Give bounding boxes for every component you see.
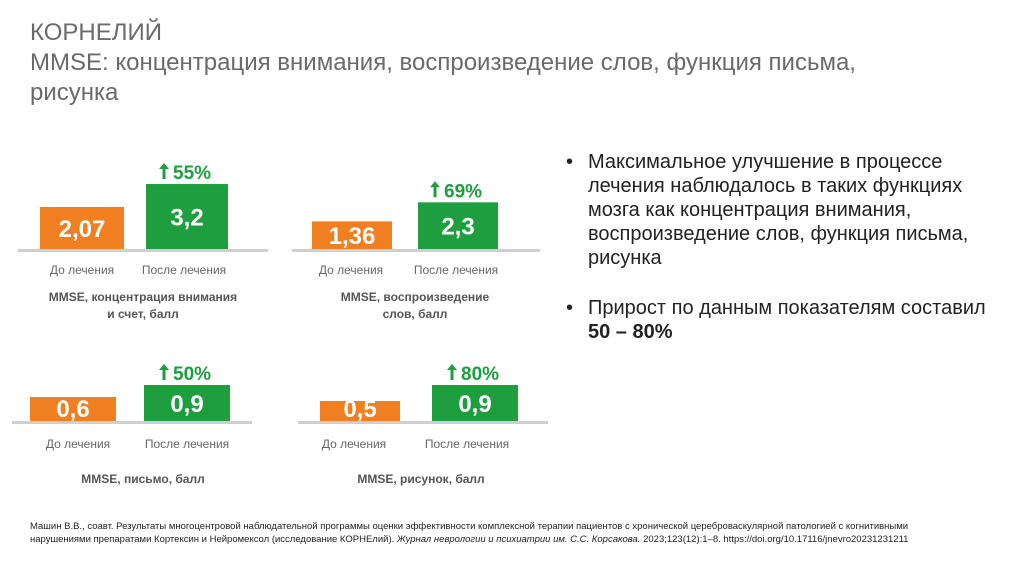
caption-line-2: и счет, балл [107, 307, 179, 321]
title-line-2: MMSE: концентрация внимания, воспроизвед… [30, 49, 856, 76]
bar-after [144, 385, 230, 421]
chart-plot: 1,36 2,3 69% [292, 181, 540, 252]
bullet-text: Максимальное улучшение в процессе лечени… [588, 151, 969, 269]
change-label: 80% [461, 364, 499, 385]
value-label-before: 2,07 [59, 216, 106, 243]
bar-after [432, 385, 518, 421]
chart-caption: MMSE, рисунок, балл [290, 471, 552, 488]
bullet-highlight: 50 – 80% [588, 321, 673, 343]
bullet-marker: • [566, 151, 574, 173]
arrow-up-icon-shape [159, 163, 169, 180]
reference-details: 2023;123(12):1–8. https://doi.org/10.171… [640, 534, 909, 545]
title-line-1: КОРНЕЛИЙ [30, 19, 162, 46]
chart-plot: 0,5 0,9 80% [298, 364, 548, 424]
reference-journal: Журнал неврологии и психиатрии им. С.С. … [396, 534, 641, 545]
arrow-up-icon [447, 364, 457, 380]
change-label: 69% [444, 181, 482, 202]
title-line-3: рисунка [30, 79, 119, 106]
arrow-up-icon [159, 364, 169, 380]
category-label-before: До лечения [45, 437, 111, 451]
bar-after [418, 202, 498, 249]
category-label-before: До лечения [321, 437, 387, 451]
arrow-up-icon-shape [159, 364, 169, 380]
chart-caption: MMSE, концентрация внимания и счет, балл [12, 289, 274, 323]
arrow-up-icon [430, 181, 440, 198]
bar-before [312, 221, 392, 249]
value-label-after: 0,9 [170, 391, 203, 418]
value-label-before: 1,36 [329, 223, 376, 250]
category-label-before: До лечения [49, 263, 115, 277]
value-label-after: 0,9 [458, 391, 491, 418]
slide-title: КОРНЕЛИЙ MMSE: концентрация внимания, во… [30, 18, 930, 108]
bar-before [30, 397, 116, 421]
value-label-after: 3,2 [170, 205, 203, 232]
bullet-text: Прирост по данным показателям составил [588, 297, 986, 319]
arrow-up-icon-shape [430, 181, 440, 198]
arrow-up-icon [159, 163, 169, 180]
reference-text: Машин В.В., соавт. Результаты многоцентр… [30, 521, 909, 545]
reference-citation: Машин В.В., соавт. Результаты многоцентр… [30, 520, 910, 546]
bar-before [40, 206, 124, 249]
bullet-list: • Максимальное улучшение в процессе лече… [566, 150, 986, 344]
category-label-after: После лечения [413, 263, 499, 277]
bullet-item: • Прирост по данным показателям составил… [566, 296, 986, 344]
caption-line-1: MMSE, воспроизведение [340, 290, 490, 304]
change-label: 50% [173, 364, 211, 385]
chart-caption: MMSE, воспроизведение слов, балл [284, 289, 546, 323]
category-label-before: До лечения [318, 263, 384, 277]
value-label-after: 2,3 [441, 214, 474, 241]
arrow-up-icon-shape [447, 364, 457, 380]
caption-line-1: MMSE, рисунок, балл [357, 472, 485, 486]
chart-word-recall: 1,36 2,3 69% До лечения После лечения MMSE… [284, 145, 546, 321]
bar-before [320, 401, 400, 421]
chart-attention: 2,07 3,2 55% До лечения После лечения MMSE… [12, 145, 274, 321]
caption-line-1: MMSE, концентрация внимания [48, 290, 238, 304]
chart-caption: MMSE, письмо, балл [12, 471, 274, 488]
chart-plot: 2,07 3,2 55% [18, 163, 268, 252]
value-label-before: 0,5 [343, 396, 376, 423]
change-label: 55% [173, 163, 211, 184]
caption-line-2: слов, балл [382, 307, 448, 321]
value-label-before: 0,6 [56, 396, 89, 423]
caption-line-1: MMSE, письмо, балл [81, 472, 205, 486]
bullet-item: • Максимальное улучшение в процессе лече… [566, 150, 986, 270]
bullet-marker: • [566, 297, 574, 319]
category-label-after: После лечения [424, 437, 510, 451]
category-label-after: После лечения [144, 437, 230, 451]
chart-writing: 0,6 0,9 50% До лечения После лечения MMSE,… [12, 345, 274, 515]
bar-after [146, 184, 228, 249]
chart-plot: 0,6 0,9 50% [12, 364, 252, 424]
category-label-after: После лечения [141, 263, 227, 277]
chart-drawing: 0,5 0,9 80% До лечения После лечения MMSE,… [290, 345, 552, 515]
